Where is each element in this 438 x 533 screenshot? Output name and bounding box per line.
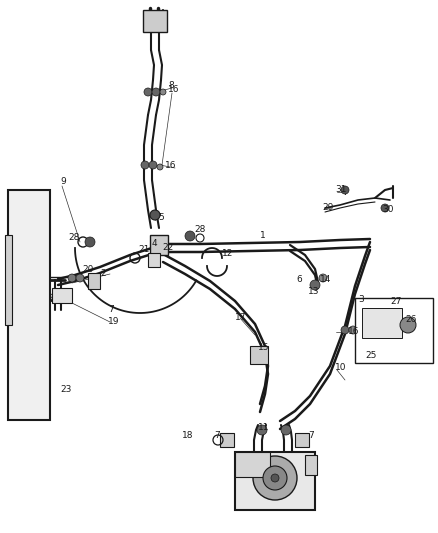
Text: 6: 6 — [296, 276, 302, 285]
Text: 3: 3 — [358, 295, 364, 304]
Bar — [250, 346, 268, 364]
Circle shape — [381, 204, 389, 212]
Bar — [143, 10, 167, 32]
Text: 28: 28 — [68, 233, 79, 243]
Bar — [52, 288, 72, 303]
Circle shape — [319, 274, 327, 282]
Text: 7: 7 — [214, 432, 220, 440]
Text: 19: 19 — [108, 318, 120, 327]
Circle shape — [310, 280, 320, 290]
Circle shape — [257, 425, 267, 435]
Text: 11: 11 — [258, 424, 269, 432]
Text: 8: 8 — [168, 80, 174, 90]
Text: 28: 28 — [194, 225, 205, 235]
Text: 20: 20 — [82, 265, 93, 274]
Text: 7: 7 — [108, 305, 114, 314]
Circle shape — [281, 425, 291, 435]
Circle shape — [144, 88, 152, 96]
Circle shape — [85, 237, 95, 247]
Circle shape — [68, 274, 76, 282]
Bar — [150, 235, 168, 255]
Text: 25: 25 — [365, 351, 376, 359]
Bar — [8, 190, 50, 420]
Circle shape — [157, 164, 163, 170]
Bar — [305, 455, 317, 475]
Circle shape — [185, 231, 195, 241]
Text: 18: 18 — [182, 431, 194, 440]
Circle shape — [341, 326, 349, 334]
Circle shape — [400, 317, 416, 333]
Text: 10: 10 — [335, 364, 346, 373]
Circle shape — [341, 186, 349, 194]
Bar — [5, 235, 12, 325]
Circle shape — [152, 88, 160, 96]
Text: 12: 12 — [222, 248, 233, 257]
Text: 27: 27 — [390, 297, 401, 306]
Bar — [220, 433, 234, 447]
Circle shape — [349, 326, 357, 334]
Text: 16: 16 — [348, 327, 360, 336]
Bar — [88, 273, 100, 289]
Bar — [362, 308, 402, 338]
Bar — [148, 253, 160, 267]
Bar — [295, 433, 309, 447]
Text: 29: 29 — [322, 204, 333, 213]
Text: 17: 17 — [235, 313, 247, 322]
Circle shape — [149, 161, 157, 169]
Text: 5: 5 — [158, 214, 164, 222]
Circle shape — [76, 274, 84, 282]
Circle shape — [141, 161, 149, 169]
Text: 4: 4 — [152, 239, 158, 248]
Circle shape — [263, 466, 287, 490]
Circle shape — [253, 456, 297, 500]
Text: 21: 21 — [138, 246, 149, 254]
Circle shape — [271, 474, 279, 482]
Text: 30: 30 — [382, 206, 393, 214]
Text: 14: 14 — [320, 276, 332, 285]
Text: 7: 7 — [308, 432, 314, 440]
Text: 23: 23 — [60, 385, 71, 394]
Circle shape — [150, 210, 160, 220]
Text: 9: 9 — [60, 177, 66, 187]
Text: 31: 31 — [335, 185, 346, 195]
Text: 13: 13 — [308, 287, 319, 296]
Bar — [235, 452, 315, 510]
Text: 1: 1 — [260, 230, 266, 239]
Text: 16: 16 — [168, 85, 180, 94]
Bar — [235, 452, 270, 477]
Text: 22: 22 — [162, 244, 173, 253]
Text: 26: 26 — [405, 316, 417, 325]
Text: 15: 15 — [258, 343, 269, 352]
Circle shape — [160, 89, 166, 95]
Text: 2: 2 — [100, 270, 106, 279]
Bar — [355, 298, 433, 363]
Text: 16: 16 — [165, 160, 177, 169]
